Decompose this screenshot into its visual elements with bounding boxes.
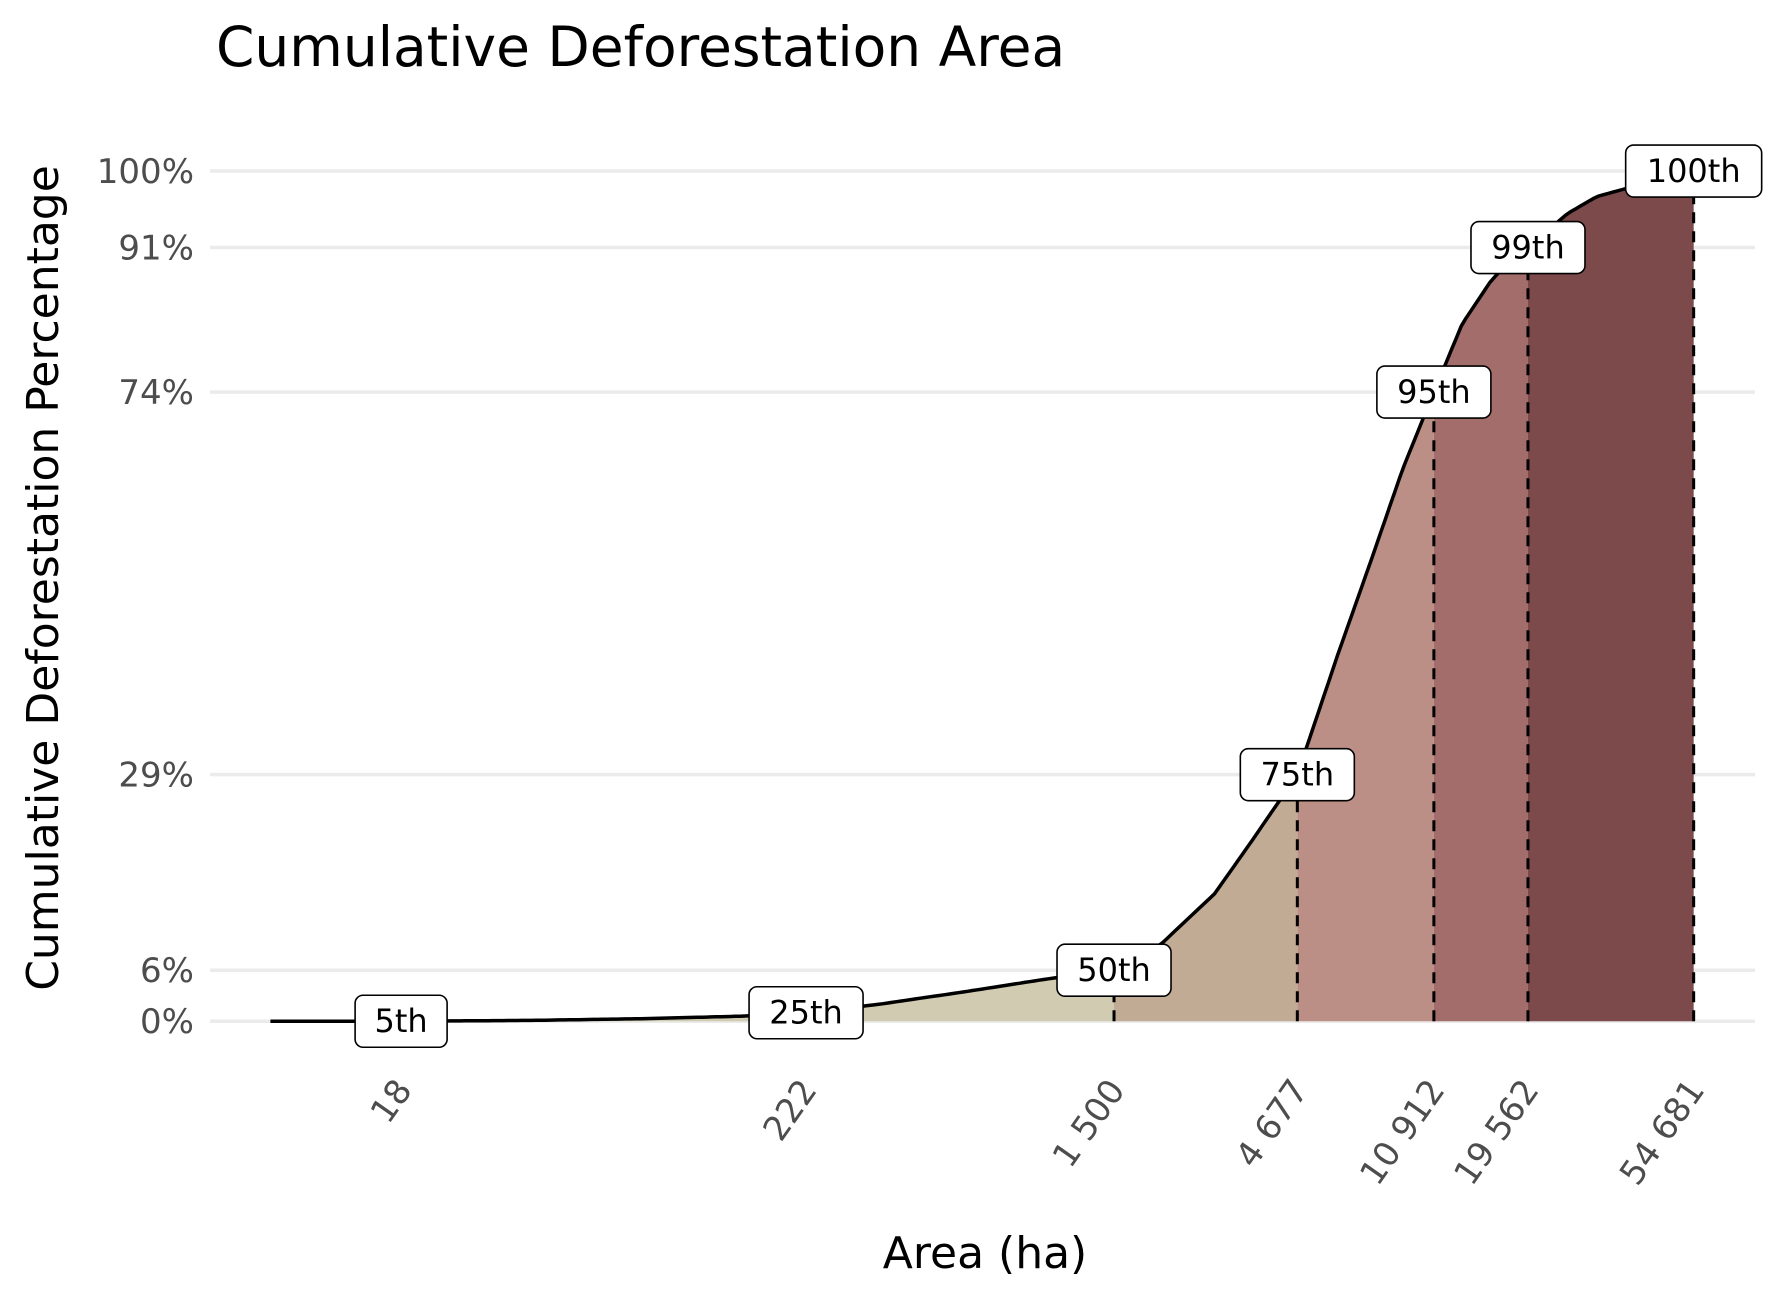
x-tick-label-0: 18 — [363, 1072, 421, 1130]
percentile-label-100th: 100th — [1624, 144, 1763, 198]
percentile-label-box — [1056, 943, 1172, 998]
percentile-label-25th: 25th — [748, 985, 864, 1040]
area-band-1 — [401, 970, 1115, 1022]
percentile-label-text: 95th — [1397, 373, 1471, 411]
area-band-5 — [1527, 171, 1694, 1022]
y-tick-label-4: 91% — [118, 229, 194, 269]
cumulative-curve-line — [270, 169, 1695, 1023]
y-axis-ticks: 0% 6% 29% 74% 91% 100% — [97, 152, 194, 1042]
percentile-label-box — [1624, 144, 1763, 198]
percentile-label-text: 75th — [1261, 756, 1335, 794]
percentile-label-text: 99th — [1491, 229, 1565, 267]
x-tick-label-6: 54 681 — [1612, 1072, 1713, 1192]
area-band-3 — [1297, 392, 1434, 1022]
x-tick-label-5: 19 562 — [1446, 1072, 1547, 1192]
percentile-label-text: 25th — [769, 994, 843, 1032]
percentile-label-box — [1376, 365, 1492, 419]
y-tick-label-5: 100% — [97, 152, 194, 192]
percentile-label-text: 50th — [1077, 951, 1151, 989]
percentile-label-95th: 95th — [1376, 365, 1492, 419]
percentile-label-box — [1239, 747, 1356, 802]
percentile-label-text: 100th — [1647, 152, 1741, 190]
x-tick-label-1: 222 — [755, 1072, 825, 1148]
percentile-label-50th: 50th — [1056, 943, 1172, 998]
chart-title: Cumulative Deforestation Area — [216, 15, 1065, 79]
y-axis-title: Cumulative Deforestation Percentage — [18, 165, 69, 991]
y-tick-label-3: 74% — [118, 373, 194, 413]
percentile-labels: 5th 25th 50th 75th 95th 99th 100th — [354, 144, 1763, 1049]
y-tick-label-0: 0% — [140, 1002, 194, 1042]
percentile-label-99th: 99th — [1470, 220, 1586, 275]
percentile-label-box — [354, 994, 448, 1049]
percentile-label-75th: 75th — [1239, 747, 1356, 802]
percentile-label-box — [748, 985, 864, 1040]
percentile-label-box — [1470, 220, 1586, 275]
x-axis-title: Area (ha) — [883, 1228, 1087, 1279]
y-tick-label-2: 29% — [118, 756, 194, 796]
x-tick-label-3: 4 677 — [1228, 1072, 1317, 1175]
area-band-4 — [1433, 247, 1528, 1022]
area-bands — [401, 171, 1694, 1022]
x-tick-label-2: 1 500 — [1045, 1072, 1134, 1175]
percentile-label-text: 5th — [375, 1002, 428, 1040]
x-tick-label-4: 10 912 — [1352, 1072, 1453, 1192]
y-tick-label-1: 6% — [140, 951, 194, 991]
percentile-label-5th: 5th — [354, 994, 448, 1049]
